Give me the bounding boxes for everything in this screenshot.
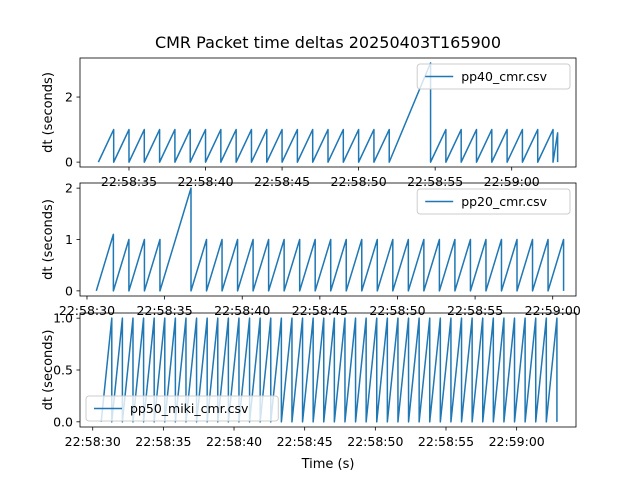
y-axis-label: dt (seconds) <box>41 330 56 411</box>
chart-title: CMR Packet time deltas 20250403T165900 <box>155 33 501 52</box>
legend: pp20_cmr.csv <box>416 188 571 215</box>
x-tick-label: 22:59:00 <box>484 174 540 189</box>
legend-box <box>85 395 279 422</box>
y-tick-label: 0.5 <box>53 363 73 378</box>
axes-frame <box>79 57 577 168</box>
series-line-1 <box>95 187 565 292</box>
x-tick-label: 22:58:40 <box>206 434 262 449</box>
x-tick-label: 22:59:00 <box>489 434 545 449</box>
y-axis-label: dt (seconds) <box>41 199 56 280</box>
x-tick-label: 22:58:30 <box>59 303 115 318</box>
y-tick-label: 0 <box>65 155 73 170</box>
legend: pp50_miki_cmr.csv <box>85 395 279 422</box>
x-tick-label: 22:58:35 <box>135 434 191 449</box>
series-line-1 <box>100 317 558 423</box>
y-tick-label: 0.0 <box>53 414 73 429</box>
x-tick-label: 22:58:35 <box>101 174 157 189</box>
x-tick-label: 22:58:50 <box>347 434 403 449</box>
x-tick-label: 22:58:30 <box>65 434 121 449</box>
legend-box <box>416 63 571 90</box>
x-axis-label: Time (s) <box>301 457 355 472</box>
legend: pp40_cmr.csv <box>416 63 571 90</box>
x-tick-label: 22:58:45 <box>292 303 348 318</box>
y-axis-label: dt (seconds) <box>41 72 56 153</box>
subplot-1: 0 2 22:58:35 22:58:40 22:58:45 22:58:50 22:58:… <box>41 57 577 189</box>
legend-label: pp20_cmr.csv <box>461 194 547 209</box>
subplot-2: 0 1 2 22:58:30 22:58:35 22:58:40 22:58:45 22:58… <box>41 181 581 318</box>
x-tick-label: 22:58:40 <box>177 174 233 189</box>
x-tick-label: 22:59:00 <box>525 303 581 318</box>
x-tick-label: 22:58:55 <box>447 303 503 318</box>
x-tick-label: 22:58:45 <box>254 174 310 189</box>
legend-box <box>416 188 571 215</box>
x-tick-label: 22:58:45 <box>277 434 333 449</box>
y-tick-label: 2 <box>65 90 73 105</box>
y-tick-label: 1 <box>65 232 73 247</box>
y-tick-label: 0 <box>65 283 73 298</box>
legend-label: pp50_miki_cmr.csv <box>130 401 249 416</box>
x-tick-label: 22:58:55 <box>407 174 463 189</box>
x-tick-label: 22:58:40 <box>214 303 270 318</box>
x-tick-label: 22:58:50 <box>331 174 387 189</box>
x-tick-label: 22:58:55 <box>418 434 474 449</box>
subplot-3: 0.0 0.5 1.0 22:58:30 22:58:35 22:58:40 22:58:4… <box>41 311 577 449</box>
series-line-1 <box>97 62 559 163</box>
y-tick-label: 1.0 <box>53 311 73 326</box>
subplots: 0 2 22:58:35 22:58:40 22:58:45 22:58:50 22:58:… <box>41 57 581 449</box>
x-tick-label: 22:58:35 <box>137 303 193 318</box>
x-tick-label: 22:58:50 <box>369 303 425 318</box>
legend-label: pp40_cmr.csv <box>461 69 547 84</box>
y-tick-label: 2 <box>65 181 73 196</box>
